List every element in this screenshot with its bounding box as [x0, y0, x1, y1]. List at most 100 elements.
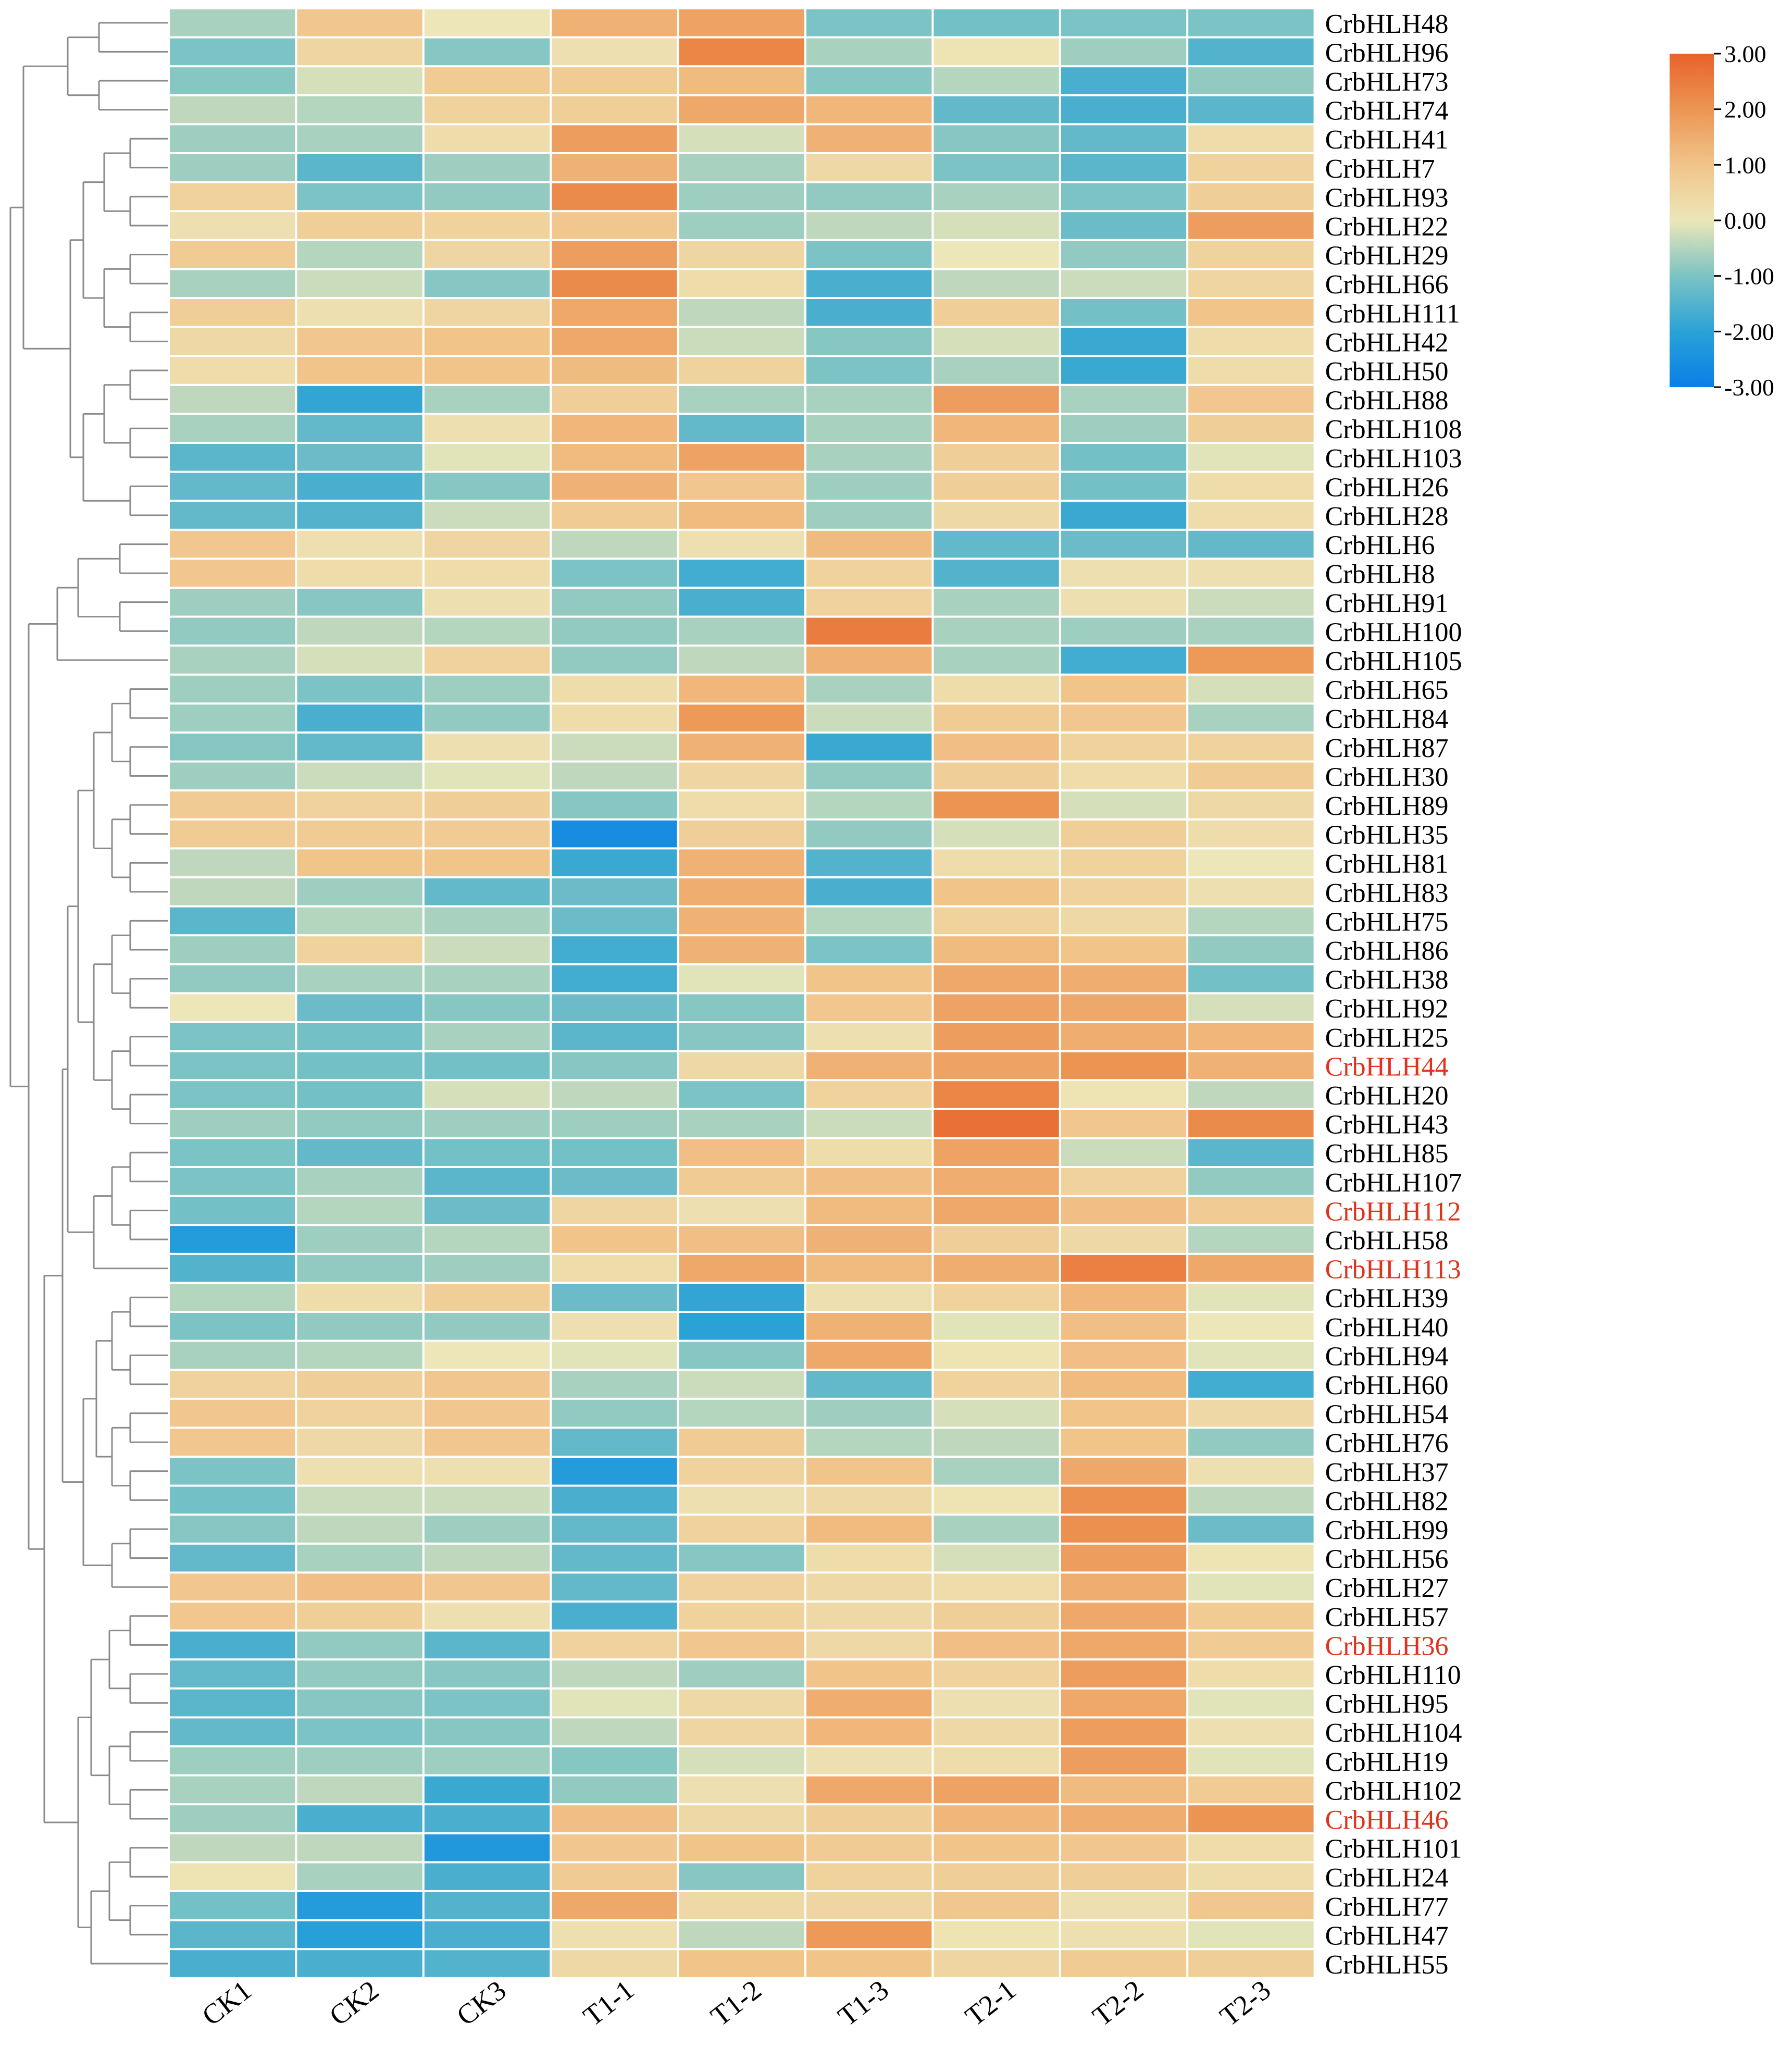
heat-cell-CrbHLH47-T1-1 [552, 1921, 677, 1949]
heat-cell-CrbHLH85-CK3 [424, 1139, 550, 1166]
heat-cell-CrbHLH8-T1-3 [806, 560, 932, 587]
heat-cell-CrbHLH60-CK3 [424, 1371, 550, 1398]
heat-cell-CrbHLH46-CK1 [170, 1805, 295, 1832]
heat-cell-CrbHLH57-T2-1 [934, 1603, 1059, 1630]
heat-cell-CrbHLH112-CK2 [297, 1197, 422, 1224]
heat-cell-CrbHLH111-CK2 [297, 299, 422, 326]
heat-cell-CrbHLH83-T1-2 [679, 878, 804, 905]
gene-label: CrbHLH110 [1325, 1660, 1461, 1690]
heat-cell-CrbHLH20-T2-2 [1061, 1081, 1187, 1108]
colorbar-tick-label: 1.00 [1724, 152, 1766, 178]
heat-cell-CrbHLH39-T1-2 [679, 1284, 804, 1311]
heat-cell-CrbHLH54-T1-1 [552, 1399, 677, 1427]
heat-cell-CrbHLH39-T2-1 [934, 1284, 1059, 1311]
gene-label: CrbHLH54 [1325, 1400, 1449, 1430]
gene-label: CrbHLH84 [1325, 704, 1449, 734]
heat-cell-CrbHLH74-CK2 [297, 96, 422, 123]
gene-label: CrbHLH6 [1325, 531, 1435, 561]
heat-cell-CrbHLH105-T1-1 [552, 647, 677, 674]
heat-cell-CrbHLH30-CK2 [297, 762, 422, 790]
colorbar-gradient [1670, 54, 1714, 387]
gene-label: CrbHLH102 [1325, 1776, 1462, 1806]
colorbar-tick-label: 0.00 [1724, 207, 1766, 234]
heat-cell-CrbHLH89-T2-1 [934, 791, 1059, 818]
heat-cell-CrbHLH29-T1-1 [552, 241, 677, 268]
heat-cell-CrbHLH95-T1-1 [552, 1689, 677, 1717]
heat-cell-CrbHLH46-T1-1 [552, 1805, 677, 1832]
heat-cell-CrbHLH94-T1-3 [806, 1342, 932, 1369]
colorbar-tick-label: -2.00 [1724, 318, 1774, 345]
heat-cell-CrbHLH50-T2-1 [934, 357, 1059, 384]
heat-cell-CrbHLH102-T2-1 [934, 1776, 1059, 1804]
heat-cell-CrbHLH87-T2-2 [1061, 734, 1187, 761]
heat-cell-CrbHLH28-CK1 [170, 502, 295, 529]
heat-cell-CrbHLH24-T1-1 [552, 1863, 677, 1890]
heat-cell-CrbHLH42-T2-3 [1188, 328, 1314, 355]
heat-cell-CrbHLH7-T2-2 [1061, 154, 1187, 181]
heat-cell-CrbHLH41-CK1 [170, 125, 295, 152]
heat-cell-CrbHLH7-CK1 [170, 154, 295, 181]
heat-cell-CrbHLH25-CK1 [170, 1023, 295, 1050]
heat-cell-CrbHLH20-CK3 [424, 1081, 550, 1108]
heat-cell-CrbHLH102-T2-2 [1061, 1776, 1187, 1804]
heat-cell-CrbHLH48-CK2 [297, 9, 422, 36]
heat-cell-CrbHLH24-T2-1 [934, 1863, 1059, 1890]
gene-label: CrbHLH89 [1325, 791, 1449, 821]
heat-cell-CrbHLH96-T1-2 [679, 38, 804, 66]
heat-cell-CrbHLH6-T1-3 [806, 530, 932, 558]
heat-cell-CrbHLH27-CK2 [297, 1573, 422, 1600]
heat-cell-CrbHLH101-T2-2 [1061, 1834, 1187, 1862]
heat-cell-CrbHLH105-CK3 [424, 647, 550, 674]
heat-cell-CrbHLH75-CK2 [297, 907, 422, 935]
gene-label: CrbHLH24 [1325, 1863, 1449, 1893]
heat-cell-CrbHLH36-T2-3 [1188, 1631, 1314, 1659]
gene-label: CrbHLH88 [1325, 386, 1449, 416]
heat-cell-CrbHLH91-T2-1 [934, 589, 1059, 616]
heat-cell-CrbHLH55-CK3 [424, 1950, 550, 1977]
heat-cell-CrbHLH111-T2-1 [934, 299, 1059, 326]
heat-cell-CrbHLH103-CK3 [424, 444, 550, 471]
heat-cell-CrbHLH99-CK1 [170, 1516, 295, 1543]
heat-cell-CrbHLH54-T1-2 [679, 1399, 804, 1427]
heat-cell-CrbHLH6-T1-1 [552, 530, 677, 558]
gene-label: CrbHLH73 [1325, 67, 1449, 97]
heat-cell-CrbHLH38-CK2 [297, 965, 422, 992]
heat-cell-CrbHLH95-CK1 [170, 1689, 295, 1717]
heat-cell-CrbHLH112-T1-1 [552, 1197, 677, 1224]
heat-cell-CrbHLH58-CK3 [424, 1226, 550, 1253]
heat-cell-CrbHLH26-CK2 [297, 473, 422, 500]
heat-cell-CrbHLH73-T1-2 [679, 67, 804, 94]
heat-cell-CrbHLH26-T2-2 [1061, 473, 1187, 500]
heat-cell-CrbHLH42-CK1 [170, 328, 295, 355]
heat-cell-CrbHLH48-CK3 [424, 9, 550, 36]
heat-cell-CrbHLH85-CK2 [297, 1139, 422, 1166]
heat-cell-CrbHLH85-CK1 [170, 1139, 295, 1166]
heat-cell-CrbHLH43-T1-1 [552, 1110, 677, 1137]
heat-cell-CrbHLH87-CK2 [297, 734, 422, 761]
heat-cell-CrbHLH88-T2-3 [1188, 386, 1314, 413]
heat-cell-CrbHLH104-T2-2 [1061, 1718, 1187, 1745]
heat-cell-CrbHLH22-CK1 [170, 212, 295, 239]
heat-cell-CrbHLH19-T2-3 [1188, 1747, 1314, 1774]
heat-cell-CrbHLH91-T1-2 [679, 589, 804, 616]
gene-labels: CrbHLH48CrbHLH96CrbHLH73CrbHLH74CrbHLH41… [1325, 9, 1462, 1980]
heat-cell-CrbHLH89-T2-3 [1188, 791, 1314, 818]
heat-cell-CrbHLH55-T2-2 [1061, 1950, 1187, 1977]
heat-cell-CrbHLH87-T1-3 [806, 734, 932, 761]
heat-cell-CrbHLH95-T2-3 [1188, 1689, 1314, 1717]
heat-cell-CrbHLH36-CK2 [297, 1631, 422, 1659]
heat-cell-CrbHLH55-T1-3 [806, 1950, 932, 1977]
heat-cell-CrbHLH83-T1-1 [552, 878, 677, 905]
sample-labels: CK1 CK2 CK3 T1-1 T1-2 T1-3 T2-1 T2-2 T2-3 [196, 1974, 1276, 2032]
heat-cell-CrbHLH110-T2-1 [934, 1660, 1059, 1687]
heat-cell-CrbHLH25-T2-3 [1188, 1023, 1314, 1050]
heat-cell-CrbHLH104-T1-1 [552, 1718, 677, 1745]
heat-cell-CrbHLH28-T1-3 [806, 502, 932, 529]
heat-cell-CrbHLH74-T1-1 [552, 96, 677, 123]
heat-cell-CrbHLH48-CK1 [170, 9, 295, 36]
gene-label: CrbHLH44 [1325, 1052, 1449, 1082]
heat-cell-CrbHLH44-T1-2 [679, 1052, 804, 1079]
gene-label: CrbHLH43 [1325, 1110, 1449, 1140]
heat-cell-CrbHLH84-T1-3 [806, 704, 932, 731]
